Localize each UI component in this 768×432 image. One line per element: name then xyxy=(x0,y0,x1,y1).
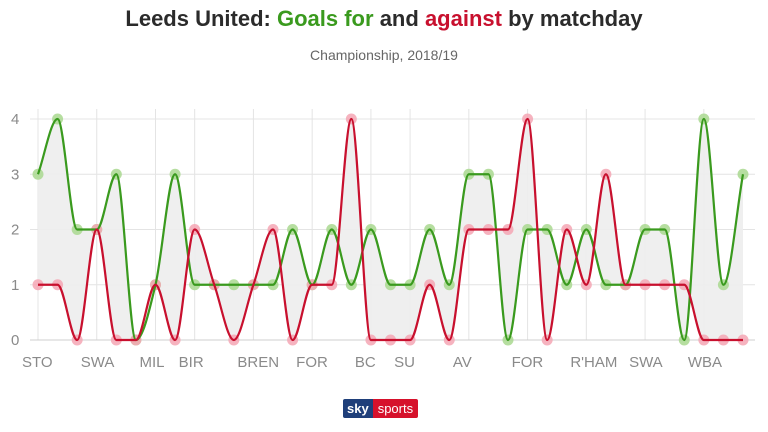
x-tick-label-for-14: FOR xyxy=(296,354,328,371)
y-tick-label-4: 4 xyxy=(11,111,19,128)
x-tick-label-rham-28: R'HAM xyxy=(570,354,617,371)
x-tick-label-swa-31: SWA xyxy=(629,354,663,371)
title-rest: by matchday xyxy=(508,6,643,31)
y-tick-label-0: 0 xyxy=(11,332,19,349)
logo-sports: sports xyxy=(372,399,419,418)
y-tick-label-2: 2 xyxy=(11,222,19,239)
x-tick-label-su-19: SU xyxy=(394,354,415,371)
title-against: against xyxy=(424,6,502,31)
title-team: Leeds United: xyxy=(125,6,271,31)
x-tick-label-av-22: AV xyxy=(453,354,472,371)
series-line-goals-against xyxy=(38,117,743,342)
chart-subtitle: Championship, 2018/19 xyxy=(310,47,458,63)
title-goals-for: Goals for xyxy=(276,6,374,31)
y-tick-label-1: 1 xyxy=(11,277,19,294)
x-tick-label-bren-11: BREN xyxy=(237,354,279,371)
logo-sky: sky xyxy=(343,399,373,418)
y-tick-label-3: 3 xyxy=(11,166,19,183)
x-tick-label-bc-17: BC xyxy=(355,354,376,371)
chart-title: Leeds United: Goals for and against by m… xyxy=(0,6,768,32)
title-and: and xyxy=(379,6,419,31)
x-tick-label-wba-34: WBA xyxy=(688,354,722,371)
x-tick-label-mil-6: MIL xyxy=(140,354,165,371)
sky-sports-logo: sky sports xyxy=(343,399,419,418)
x-tick-label-sto-0: STO xyxy=(22,354,53,371)
x-tick-label-swa-3: SWA xyxy=(81,354,115,371)
x-tick-label-bir-8: BIR xyxy=(179,354,204,371)
x-tick-label-for-25: FOR xyxy=(512,354,544,371)
